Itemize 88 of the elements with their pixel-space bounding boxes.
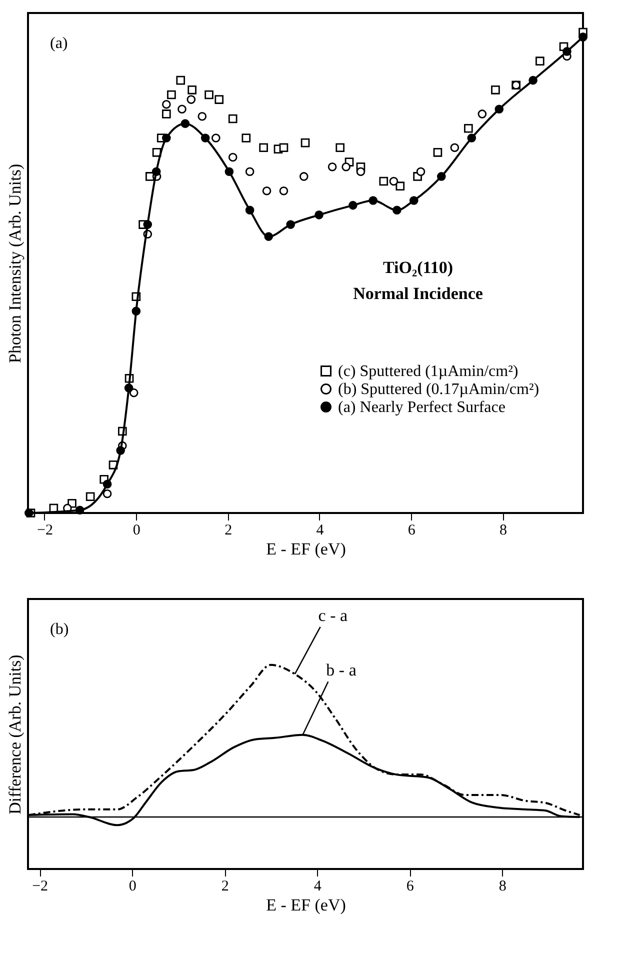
point: [198, 112, 207, 121]
point: [162, 134, 171, 142]
x-tick-label: 4: [316, 522, 324, 538]
point: [102, 480, 112, 489]
point: [224, 167, 234, 176]
point: [167, 90, 176, 100]
point: [129, 388, 138, 398]
point: [300, 138, 310, 148]
x-tick-label: 2: [221, 878, 229, 894]
x-tick-label: 8: [500, 522, 508, 538]
annotation: Normal Incidence: [353, 284, 484, 303]
point: [162, 100, 171, 109]
legend-label: (a) Nearly Perfect Surface: [338, 399, 506, 416]
point: [204, 90, 214, 100]
point: [396, 182, 405, 190]
point: [464, 124, 473, 133]
point: [356, 167, 366, 176]
point: [562, 47, 572, 56]
point: [102, 489, 112, 498]
x-tick-label: 6: [406, 878, 414, 894]
point: [328, 162, 337, 172]
y-axis-title: Difference (Arb. Units): [6, 654, 24, 814]
point: [178, 104, 186, 114]
legend-label: (b) Sputtered (0.17µAmin/cm²): [338, 381, 540, 398]
annotation: TiO₂(110): [383, 258, 453, 277]
x-tick-label: −2: [37, 522, 53, 538]
point: [211, 134, 220, 142]
point: [494, 104, 504, 114]
point: [75, 506, 84, 515]
point: [86, 492, 95, 502]
point: [436, 172, 446, 181]
x-tick-label: 4: [314, 878, 322, 894]
x-axis-title: E - EF (eV): [266, 896, 346, 914]
x-tick-label: −2: [32, 878, 48, 894]
x-tick-label: 2: [224, 522, 232, 538]
x-tick-label: 0: [128, 878, 136, 894]
point: [264, 232, 274, 241]
point: [176, 76, 186, 85]
point: [536, 56, 544, 66]
point: [336, 143, 345, 152]
legend-label: (c) Sputtered (1µAmin/cm²): [338, 363, 518, 380]
point: [180, 119, 190, 128]
x-tick-label: 0: [132, 522, 140, 538]
point: [342, 162, 350, 172]
point: [314, 210, 324, 220]
annotation: b - a: [326, 660, 357, 680]
point: [262, 186, 272, 196]
point: [152, 167, 161, 176]
point: [467, 134, 476, 142]
point: [200, 134, 210, 142]
point: [245, 206, 254, 215]
point: [228, 152, 238, 162]
point: [433, 148, 442, 157]
point: [279, 186, 288, 196]
point: [124, 384, 134, 392]
point: [188, 86, 196, 94]
point: [299, 172, 308, 181]
point: [379, 176, 388, 186]
y-axis-title: Photon Intensity (Arb. Units): [6, 164, 24, 364]
point: [228, 114, 238, 124]
x-axis-title: E - EF (eV): [266, 540, 346, 558]
point: [259, 143, 268, 152]
point: [416, 167, 426, 176]
point: [528, 76, 538, 85]
point: [409, 196, 418, 205]
point: [392, 206, 402, 215]
point: [389, 176, 398, 186]
point: [132, 306, 141, 316]
point: [478, 110, 487, 118]
point: [214, 95, 224, 104]
point: [162, 110, 171, 118]
point: [116, 446, 125, 455]
text: (b): [50, 621, 69, 638]
point: [143, 220, 152, 229]
point: [368, 196, 378, 205]
point: [491, 86, 500, 94]
annotation: (a): [50, 35, 68, 52]
point: [512, 80, 520, 90]
point: [348, 200, 358, 210]
point: [186, 95, 196, 104]
point: [286, 220, 296, 229]
x-tick-label: 6: [408, 522, 416, 538]
point: [450, 143, 460, 152]
x-tick-label: 8: [498, 878, 506, 894]
point: [242, 134, 251, 142]
annotation: c - a: [318, 606, 348, 625]
point: [245, 167, 254, 176]
point: [279, 143, 288, 152]
